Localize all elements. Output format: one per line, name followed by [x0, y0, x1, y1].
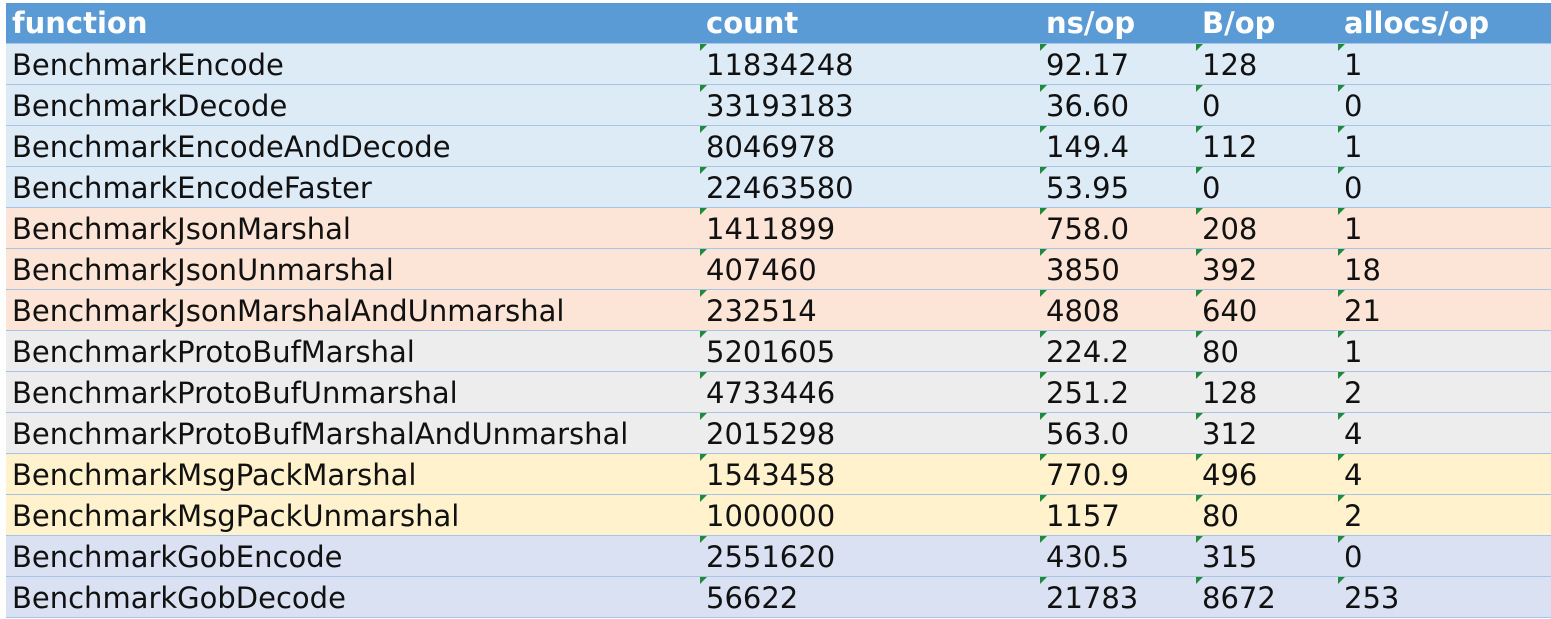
table-row: BenchmarkGobEncode 2551620 430.5 315 0	[6, 536, 1551, 577]
cell-count[interactable]: 11834248	[700, 44, 1040, 84]
cell-ns-op[interactable]: 563.0	[1040, 413, 1196, 453]
cell-count[interactable]: 8046978	[700, 126, 1040, 166]
cell-ns-op[interactable]: 149.4	[1040, 126, 1196, 166]
cell-ns-op[interactable]: 1157	[1040, 495, 1196, 535]
cell-allocs-op[interactable]: 4	[1338, 413, 1551, 453]
table-row: BenchmarkEncode 11834248 92.17 128 1	[6, 44, 1551, 85]
cell-allocs-op[interactable]: 253	[1338, 577, 1551, 617]
cell-allocs-op[interactable]: 0	[1338, 167, 1551, 207]
table-row: BenchmarkEncodeFaster 22463580 53.95 0 0	[6, 167, 1551, 208]
cell-b-op[interactable]: 640	[1196, 290, 1338, 330]
cell-count[interactable]: 22463580	[700, 167, 1040, 207]
cell-count[interactable]: 1411899	[700, 208, 1040, 248]
cell-b-op[interactable]: 112	[1196, 126, 1338, 166]
cell-function[interactable]: BenchmarkProtoBufUnmarshal	[12, 376, 458, 410]
header-count[interactable]: count	[706, 6, 799, 40]
cell-function[interactable]: BenchmarkEncodeAndDecode	[12, 130, 451, 164]
cell-b-op[interactable]: 392	[1196, 249, 1338, 289]
cell-b-op[interactable]: 0	[1196, 85, 1338, 125]
cell-function[interactable]: BenchmarkJsonMarshalAndUnmarshal	[12, 294, 565, 328]
cell-count[interactable]: 33193183	[700, 85, 1040, 125]
cell-function[interactable]: BenchmarkEncode	[12, 48, 284, 82]
cell-allocs-op[interactable]: 21	[1338, 290, 1551, 330]
cell-b-op[interactable]: 208	[1196, 208, 1338, 248]
cell-function[interactable]: BenchmarkProtoBufMarshalAndUnmarshal	[12, 417, 629, 451]
cell-b-op[interactable]: 0	[1196, 167, 1338, 207]
cell-ns-op[interactable]: 92.17	[1040, 44, 1196, 84]
cell-ns-op[interactable]: 251.2	[1040, 372, 1196, 412]
cell-ns-op[interactable]: 53.95	[1040, 167, 1196, 207]
cell-b-op[interactable]: 312	[1196, 413, 1338, 453]
header-ns-op[interactable]: ns/op	[1046, 6, 1136, 40]
cell-ns-op[interactable]: 21783	[1040, 577, 1196, 617]
cell-allocs-op[interactable]: 18	[1338, 249, 1551, 289]
cell-b-op[interactable]: 496	[1196, 454, 1338, 494]
table-row: BenchmarkEncodeAndDecode 8046978 149.4 112 1	[6, 126, 1551, 167]
cell-count[interactable]: 232514	[700, 290, 1040, 330]
cell-function[interactable]: BenchmarkEncodeFaster	[12, 171, 372, 205]
cell-count[interactable]: 56622	[700, 577, 1040, 617]
cell-allocs-op[interactable]: 2	[1338, 372, 1551, 412]
cell-allocs-op[interactable]: 0	[1338, 85, 1551, 125]
table-row: BenchmarkMsgPackUnmarshal 1000000 1157 80 2	[6, 495, 1551, 536]
cell-ns-op[interactable]: 36.60	[1040, 85, 1196, 125]
cell-count[interactable]: 1543458	[700, 454, 1040, 494]
cell-b-op[interactable]: 80	[1196, 331, 1338, 371]
cell-function[interactable]: BenchmarkGobDecode	[12, 581, 346, 615]
cell-function[interactable]: BenchmarkJsonMarshal	[12, 212, 351, 246]
cell-allocs-op[interactable]: 0	[1338, 536, 1551, 576]
cell-function[interactable]: BenchmarkJsonUnmarshal	[12, 253, 394, 287]
table-row: BenchmarkDecode 33193183 36.60 0 0	[6, 85, 1551, 126]
table-row: BenchmarkJsonMarshal 1411899 758.0 208 1	[6, 208, 1551, 249]
table-row: BenchmarkMsgPackMarshal 1543458 770.9 496 4	[6, 454, 1551, 495]
cell-b-op[interactable]: 315	[1196, 536, 1338, 576]
cell-count[interactable]: 2015298	[700, 413, 1040, 453]
table-row: BenchmarkProtoBufUnmarshal 4733446 251.2 12…	[6, 372, 1551, 413]
cell-allocs-op[interactable]: 1	[1338, 331, 1551, 371]
table-row: BenchmarkGobDecode 56622 21783 8672 253	[6, 577, 1551, 618]
cell-count[interactable]: 4733446	[700, 372, 1040, 412]
table-row: BenchmarkProtoBufMarshal 5201605 224.2 80 1	[6, 331, 1551, 372]
table-row: BenchmarkProtoBufMarshalAndUnmarshal 2015…	[6, 413, 1551, 454]
cell-function[interactable]: BenchmarkProtoBufMarshal	[12, 335, 415, 369]
cell-ns-op[interactable]: 430.5	[1040, 536, 1196, 576]
cell-function[interactable]: BenchmarkGobEncode	[12, 540, 343, 574]
cell-count[interactable]: 5201605	[700, 331, 1040, 371]
cell-count[interactable]: 2551620	[700, 536, 1040, 576]
cell-ns-op[interactable]: 758.0	[1040, 208, 1196, 248]
table-row: BenchmarkJsonMarshalAndUnmarshal 232514 48…	[6, 290, 1551, 331]
header-function[interactable]: function	[12, 6, 148, 40]
cell-count[interactable]: 407460	[700, 249, 1040, 289]
cell-allocs-op[interactable]: 1	[1338, 44, 1551, 84]
header-b-op[interactable]: B/op	[1202, 6, 1276, 40]
cell-b-op[interactable]: 80	[1196, 495, 1338, 535]
cell-count[interactable]: 1000000	[700, 495, 1040, 535]
cell-allocs-op[interactable]: 1	[1338, 208, 1551, 248]
table-row: BenchmarkJsonUnmarshal 407460 3850 392 18	[6, 249, 1551, 290]
cell-b-op[interactable]: 128	[1196, 372, 1338, 412]
header-row: function count ns/op B/op allocs/op	[6, 3, 1551, 44]
cell-function[interactable]: BenchmarkMsgPackMarshal	[12, 458, 417, 492]
cell-ns-op[interactable]: 770.9	[1040, 454, 1196, 494]
cell-ns-op[interactable]: 3850	[1040, 249, 1196, 289]
cell-ns-op[interactable]: 4808	[1040, 290, 1196, 330]
cell-allocs-op[interactable]: 2	[1338, 495, 1551, 535]
cell-b-op[interactable]: 128	[1196, 44, 1338, 84]
cell-function[interactable]: BenchmarkMsgPackUnmarshal	[12, 499, 460, 533]
cell-ns-op[interactable]: 224.2	[1040, 331, 1196, 371]
header-allocs-op[interactable]: allocs/op	[1344, 6, 1490, 40]
cell-function[interactable]: BenchmarkDecode	[12, 89, 288, 123]
cell-b-op[interactable]: 8672	[1196, 577, 1338, 617]
cell-allocs-op[interactable]: 4	[1338, 454, 1551, 494]
cell-allocs-op[interactable]: 1	[1338, 126, 1551, 166]
